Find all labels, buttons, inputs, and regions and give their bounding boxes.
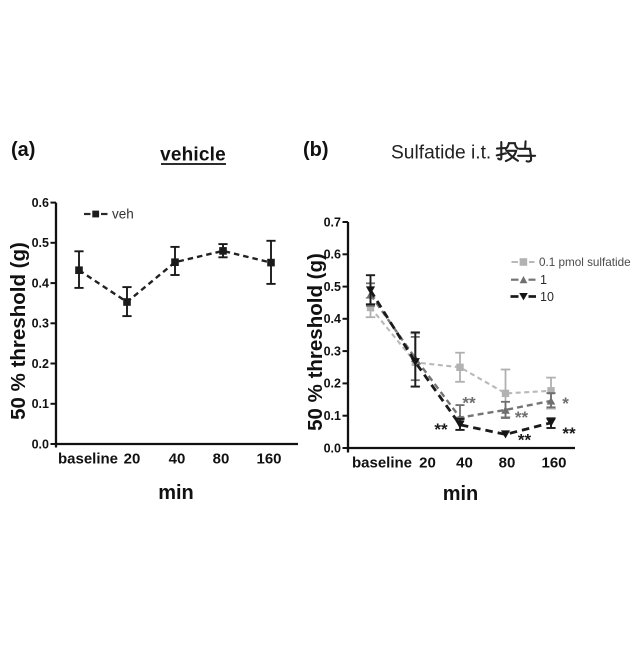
- svg-text:**: **: [462, 393, 476, 412]
- svg-text:baseline: baseline: [58, 451, 118, 468]
- svg-text:0.3: 0.3: [324, 344, 341, 358]
- svg-text:min: min: [443, 483, 479, 505]
- svg-text:0.5: 0.5: [32, 236, 49, 250]
- svg-text:20: 20: [419, 455, 436, 472]
- svg-text:0.1 pmol sulfatide: 0.1 pmol sulfatide: [539, 256, 631, 269]
- svg-text:(a): (a): [11, 139, 35, 161]
- svg-text:20: 20: [124, 451, 141, 468]
- svg-text:**: **: [434, 420, 448, 439]
- svg-text:0.7: 0.7: [324, 215, 341, 229]
- svg-text:0.0: 0.0: [324, 441, 341, 455]
- svg-text:40: 40: [456, 455, 473, 472]
- svg-text:1: 1: [540, 273, 547, 287]
- svg-text:160: 160: [256, 451, 281, 468]
- svg-text:baseline: baseline: [352, 455, 412, 472]
- svg-text:0.0: 0.0: [32, 437, 49, 451]
- svg-text:**: **: [515, 408, 529, 427]
- svg-text:0.1: 0.1: [32, 397, 49, 411]
- svg-text:0.6: 0.6: [32, 196, 49, 210]
- svg-text:vehicle: vehicle: [160, 145, 226, 166]
- svg-text:0.6: 0.6: [324, 248, 341, 262]
- svg-text:50 % threshold (g): 50 % threshold (g): [304, 253, 327, 431]
- svg-text:50 % threshold (g): 50 % threshold (g): [7, 242, 30, 420]
- svg-text:0.2: 0.2: [324, 377, 341, 391]
- svg-text:*: *: [562, 394, 569, 413]
- svg-text:0.2: 0.2: [32, 357, 49, 371]
- svg-text:0.4: 0.4: [32, 276, 49, 290]
- svg-text:min: min: [158, 482, 194, 504]
- svg-text:160: 160: [541, 455, 566, 472]
- svg-text:40: 40: [169, 451, 186, 468]
- svg-text:0.5: 0.5: [324, 280, 341, 294]
- svg-text:**: **: [518, 430, 532, 449]
- svg-text:**: **: [562, 424, 576, 443]
- svg-text:veh: veh: [112, 207, 134, 222]
- svg-text:0.1: 0.1: [324, 409, 341, 423]
- svg-text:80: 80: [499, 455, 516, 472]
- svg-text:(b): (b): [303, 139, 329, 161]
- svg-text:0.3: 0.3: [32, 317, 49, 331]
- svg-text:80: 80: [213, 451, 230, 468]
- svg-text:Sulfatide i.t.: Sulfatide i.t.: [391, 143, 491, 164]
- svg-text:10: 10: [540, 290, 554, 304]
- svg-text:0.4: 0.4: [324, 312, 341, 326]
